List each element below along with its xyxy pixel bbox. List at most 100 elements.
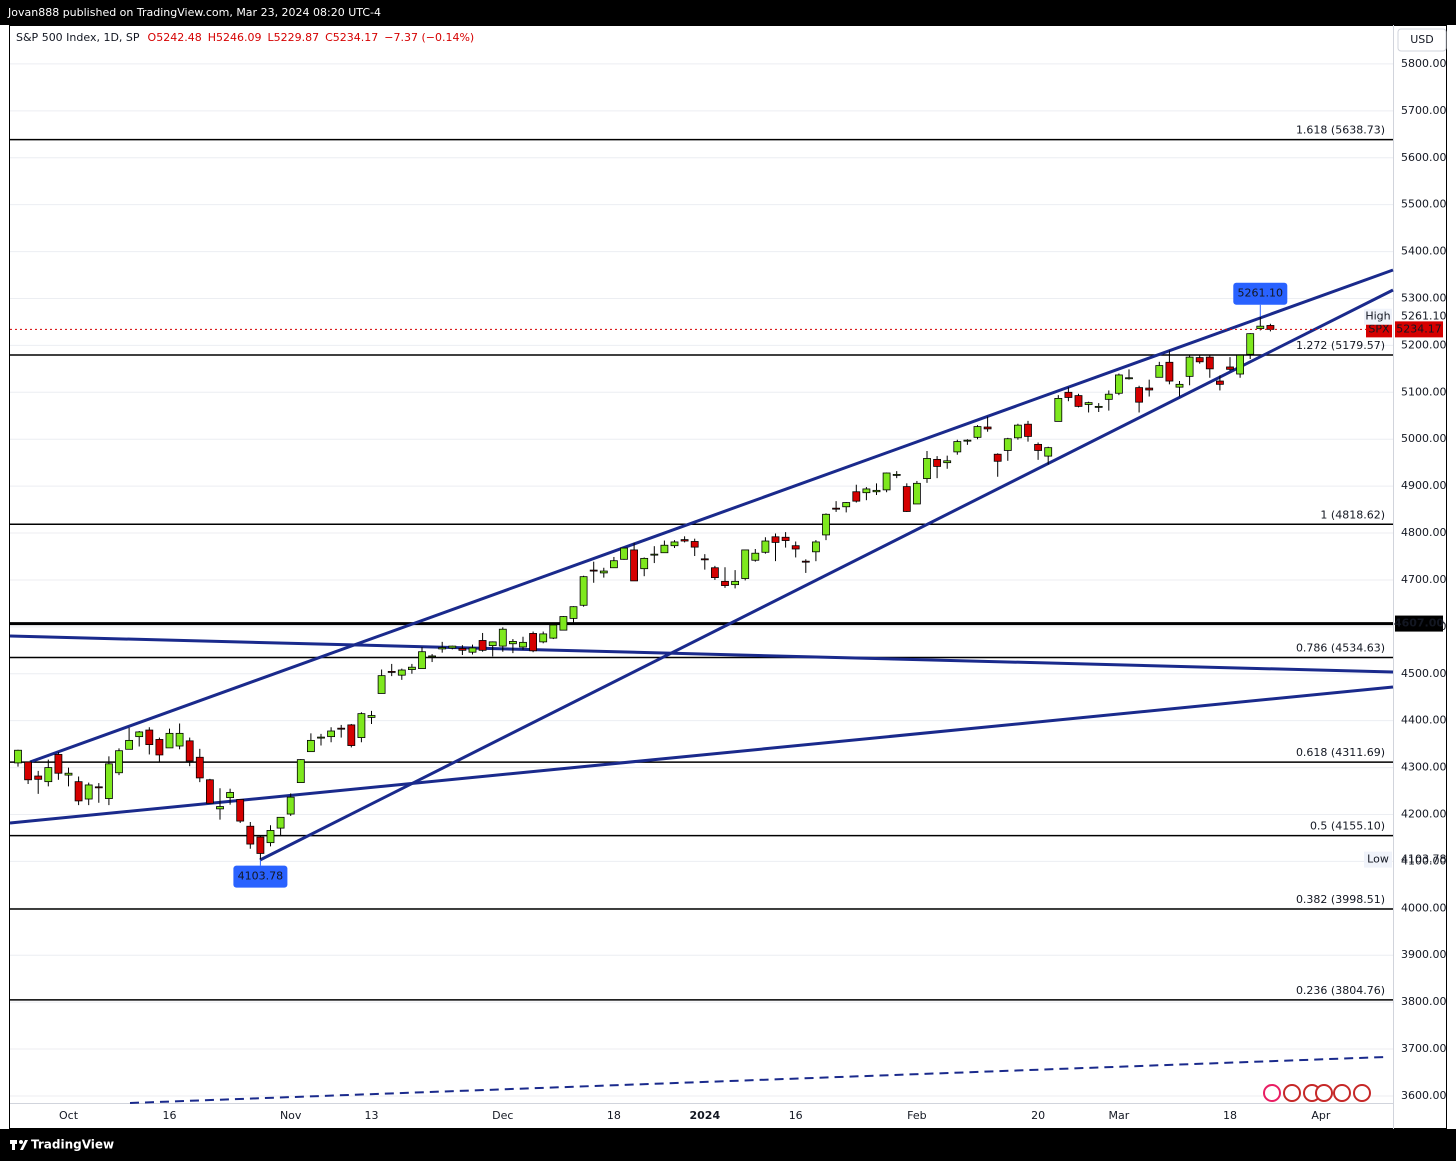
candle-body	[1074, 395, 1083, 407]
candle-body	[630, 549, 638, 582]
change: −7.37 (−0.14%)	[384, 31, 474, 44]
candle-body	[559, 616, 568, 631]
candle-body	[1115, 374, 1123, 394]
candle-body	[822, 513, 830, 536]
candle-body	[135, 731, 144, 738]
fib-label: 0.382 (3998.51)	[1296, 893, 1385, 906]
candle-body	[105, 763, 113, 799]
candle-body	[589, 569, 598, 572]
x-tick-label: Oct	[59, 1109, 79, 1122]
y-tick-label: 4500.00	[1401, 667, 1447, 680]
trendlines	[9, 268, 1394, 1104]
candle-body	[236, 799, 245, 822]
y-tick-label: 5800.00	[1401, 57, 1447, 70]
currency-box[interactable]	[1397, 28, 1447, 52]
y-tick-label: 3700.00	[1401, 1042, 1447, 1055]
y-tick-label: 5600.00	[1401, 151, 1447, 164]
candle-body	[387, 671, 396, 673]
candle-body	[660, 544, 669, 554]
callout-label: 4103.78	[238, 870, 284, 883]
last-price-tag	[1395, 321, 1443, 338]
candle-body	[1145, 387, 1154, 391]
currency: USD	[1410, 33, 1434, 46]
candle-body	[488, 641, 497, 647]
candle-body	[640, 557, 649, 570]
fib-label: 0.786 (4534.63)	[1296, 642, 1385, 655]
y-tick-label: 4400.00	[1401, 714, 1447, 727]
marker-name: High	[1365, 310, 1390, 323]
marker-tag	[1364, 308, 1392, 325]
candle-body	[195, 756, 204, 779]
candle-body	[832, 507, 840, 510]
candle-body	[690, 541, 699, 548]
x-tick-label: 16	[789, 1109, 803, 1122]
candle-body	[599, 570, 608, 574]
candle-body	[1205, 356, 1214, 370]
legend: S&P 500 Index, 1D, SP O5242.48 H5246.09 L52…	[16, 31, 474, 44]
candle-body	[246, 825, 255, 845]
x-tick-label: 16	[163, 1109, 177, 1122]
candle-body	[1226, 366, 1234, 370]
candle-body	[468, 647, 477, 653]
y-tick-label: 5500.00	[1401, 198, 1447, 211]
fib-label: 0.5 (4155.10)	[1310, 820, 1385, 833]
candle-body	[549, 624, 558, 639]
candle-body	[1216, 380, 1224, 385]
candle-body	[286, 796, 295, 815]
ohlc: L5229.87	[267, 31, 319, 44]
candle-body	[872, 489, 881, 493]
candle-body	[1094, 405, 1103, 408]
candle-body	[569, 606, 578, 619]
candle-body	[1104, 393, 1113, 400]
x-tick-label: Apr	[1311, 1109, 1331, 1122]
candle-body	[84, 784, 93, 800]
candle-body	[1195, 357, 1204, 363]
candle-body	[761, 540, 770, 553]
marker-value: 5261.10	[1401, 310, 1447, 323]
price-line-tag	[1395, 615, 1443, 632]
y-tick-label: 4200.00	[1401, 808, 1447, 821]
y-tick-label: 5300.00	[1401, 291, 1447, 304]
candle-body	[943, 460, 952, 464]
callout-label: 5261.10	[1238, 287, 1284, 300]
candle-body	[276, 816, 285, 829]
candle-body	[428, 655, 437, 658]
candle-body	[862, 488, 871, 494]
y-tick-label: 5000.00	[1401, 432, 1447, 445]
publisher: Jovan888 published on TradingView.com, M…	[7, 6, 381, 19]
candle-body	[519, 641, 527, 648]
candle-body	[1155, 365, 1164, 378]
y-tick-label: 4300.00	[1401, 761, 1447, 774]
symbol: S&P 500 Index, 1D, SP	[16, 31, 140, 44]
candle-body	[983, 426, 992, 430]
candle-body	[34, 775, 43, 780]
candle-body	[1044, 447, 1053, 457]
fib-label: 0.236 (3804.76)	[1296, 984, 1385, 997]
candle-body	[448, 645, 457, 649]
marker-tag	[1364, 851, 1392, 868]
brand-logo	[10, 1140, 28, 1150]
candle-body	[226, 792, 235, 799]
fib-label: 1.618 (5638.73)	[1296, 124, 1385, 137]
candle-body	[1024, 423, 1032, 437]
event-icons	[1263, 1084, 1371, 1102]
x-tick-label: 20	[1031, 1109, 1045, 1122]
marker-value: 4103.78	[1401, 853, 1447, 866]
x-tick-label: 13	[365, 1109, 379, 1122]
candle-body	[458, 648, 467, 651]
candle-body	[14, 749, 22, 764]
last-price-label: 5234.17	[1396, 322, 1442, 335]
candle-body	[1256, 325, 1265, 329]
symbol-tag	[1366, 321, 1392, 338]
candle-body	[1084, 402, 1093, 405]
candle-body	[1034, 443, 1042, 451]
ohlc: O5242.48	[148, 31, 202, 44]
candle-body	[579, 576, 588, 606]
candle-body	[1125, 377, 1133, 380]
candle-body	[741, 549, 750, 579]
candle-body	[205, 779, 214, 804]
candle-body	[418, 651, 426, 670]
y-tick-label: 5400.00	[1401, 245, 1447, 258]
